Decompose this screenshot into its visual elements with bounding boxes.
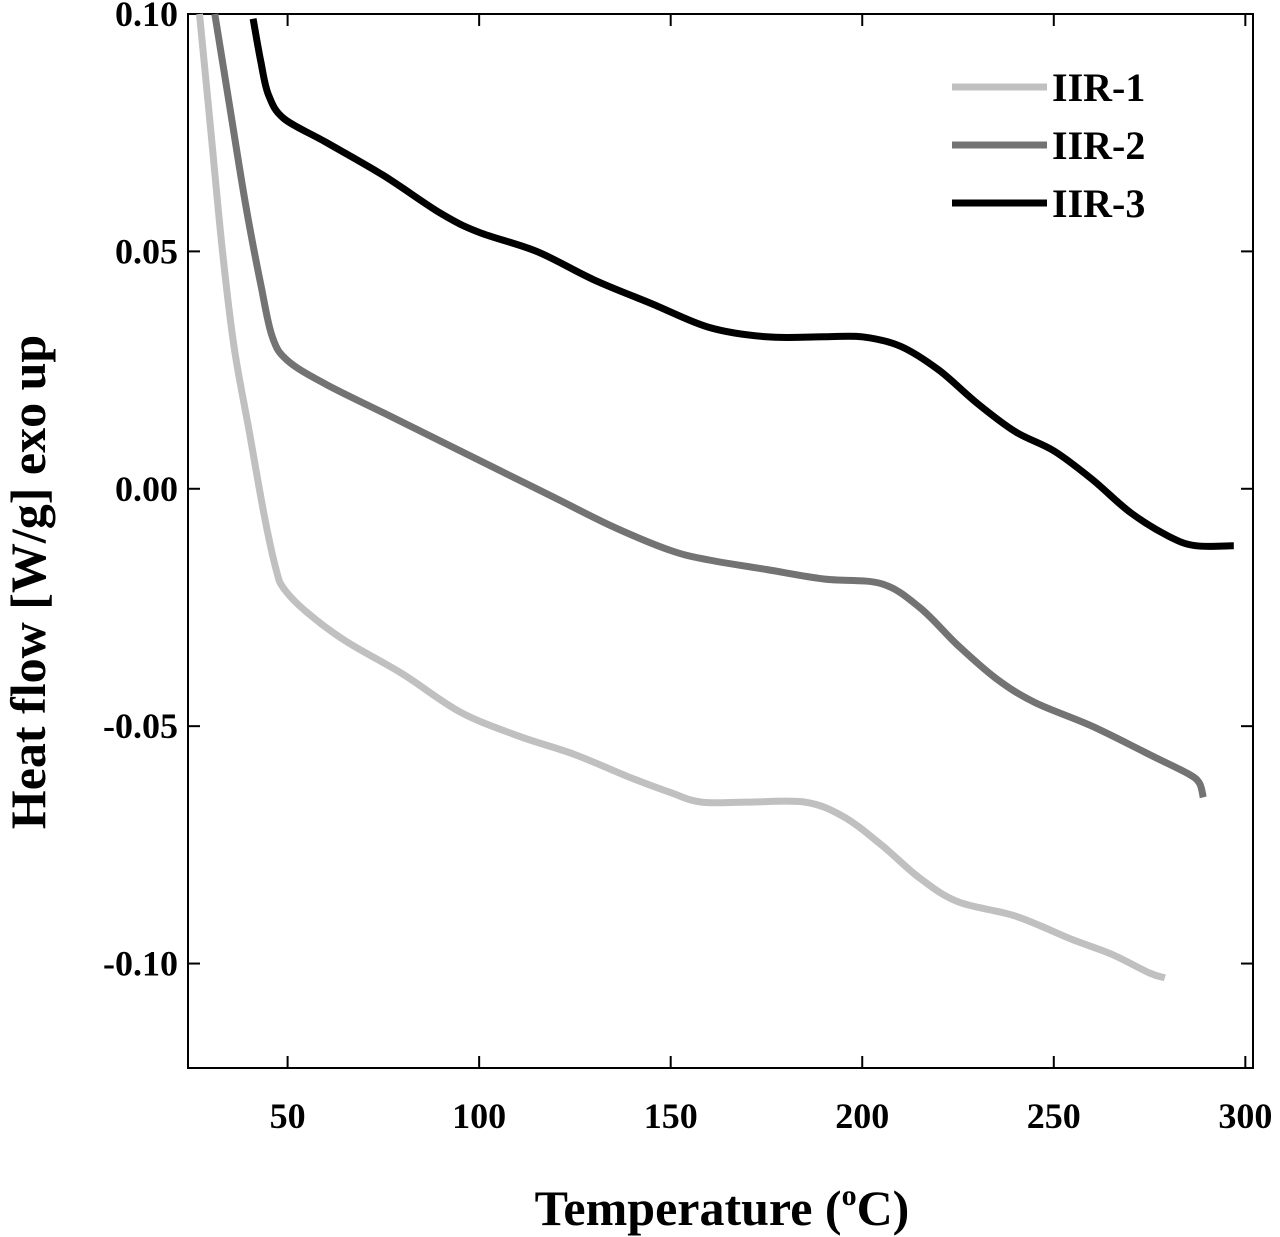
x-tick-label: 300	[1218, 1096, 1272, 1136]
y-axis-title: Heat flow [W/g] exo up	[0, 335, 56, 829]
y-tick-label: 0.00	[115, 469, 178, 509]
legend: IIR-1 IIR-2 IIR-3	[952, 65, 1145, 226]
x-axis-title-end: C)	[857, 1180, 910, 1236]
x-tick-label: 250	[1027, 1096, 1081, 1136]
legend-label-iir-1: IIR-1	[1052, 65, 1145, 110]
series-line-iir-1	[196, 13, 1166, 982]
x-tick-label: 100	[452, 1096, 506, 1136]
y-tick-label: -0.05	[103, 706, 178, 746]
y-tick-label: 0.10	[115, 0, 178, 34]
y-axis: 0.10 0.05 0.00 -0.05 -0.10	[103, 0, 1253, 984]
legend-label-iir-2: IIR-2	[1052, 123, 1145, 168]
legend-label-iir-3: IIR-3	[1052, 181, 1145, 226]
x-tick-label: 150	[644, 1096, 698, 1136]
plot-area	[187, 13, 1254, 1069]
x-tick-label: 50	[270, 1096, 306, 1136]
y-tick-label: -0.10	[103, 944, 178, 984]
x-axis-title-main: Temperature (	[535, 1180, 842, 1236]
x-tick-label: 200	[835, 1096, 889, 1136]
series-layer	[196, 13, 1234, 982]
x-axis-title: Temperature (oC)	[535, 1179, 910, 1236]
plot-frame	[187, 13, 1254, 1069]
x-axis: 50 100 150 200 250 300	[270, 14, 1272, 1136]
x-axis-title-sup: o	[842, 1179, 857, 1212]
series-line-iir-3	[249, 18, 1234, 550]
series-line-iir-2	[211, 13, 1207, 799]
y-tick-label: 0.05	[115, 231, 178, 271]
